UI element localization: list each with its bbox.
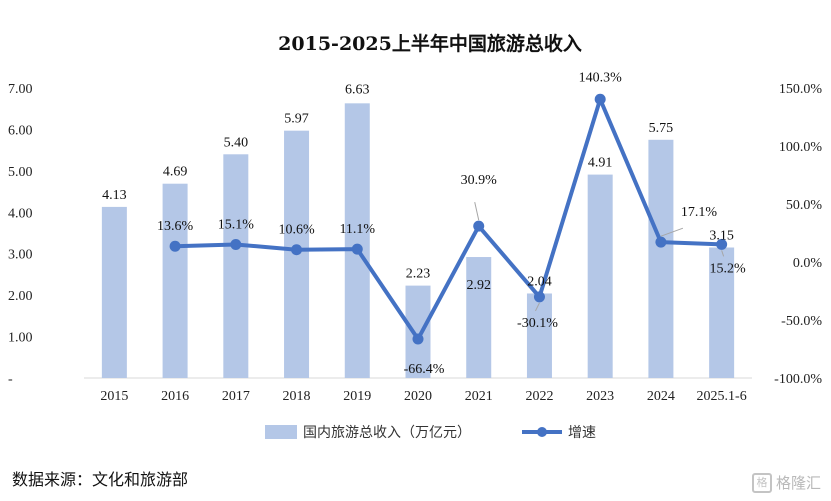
line-series bbox=[169, 93, 728, 345]
y-right-tick-label: 50.0% bbox=[786, 198, 823, 213]
bar-value-label: 2.04 bbox=[527, 274, 552, 289]
bar-value-label: 6.63 bbox=[345, 82, 370, 97]
x-tick-label: 2015 bbox=[100, 389, 128, 404]
watermark-logo-icon: 格 bbox=[751, 472, 772, 493]
bar bbox=[344, 103, 370, 378]
growth-value-label: 17.1% bbox=[681, 205, 718, 220]
bar bbox=[405, 285, 431, 378]
label-leader-line bbox=[660, 227, 684, 237]
bar bbox=[587, 174, 613, 378]
watermark-text: 格隆汇 bbox=[775, 474, 821, 492]
y-left-tick-label: - bbox=[8, 372, 13, 387]
label-leader-line bbox=[474, 202, 480, 221]
x-tick-label: 2018 bbox=[283, 389, 311, 404]
x-tick-label: 2020 bbox=[404, 389, 432, 404]
y-left-tick-label: 2.00 bbox=[8, 289, 33, 304]
bar bbox=[526, 293, 552, 378]
growth-point bbox=[291, 244, 303, 256]
growth-value-label: -66.4% bbox=[404, 362, 445, 377]
chart-title: 2015-2025上半年中国旅游总收入 bbox=[278, 32, 582, 55]
growth-point bbox=[716, 238, 728, 250]
x-tick-label: 2019 bbox=[343, 389, 371, 404]
x-tick-label: 2024 bbox=[647, 389, 675, 404]
x-tick-label: 2017 bbox=[222, 389, 250, 404]
growth-value-label: 140.3% bbox=[579, 70, 623, 85]
y-left-tick-label: 4.00 bbox=[8, 206, 33, 221]
growth-line bbox=[175, 97, 722, 342]
y-right-tick-label: -50.0% bbox=[781, 314, 822, 329]
growth-point bbox=[351, 243, 363, 255]
bar bbox=[101, 206, 127, 378]
bar-value-label: 2.92 bbox=[466, 278, 491, 293]
growth-point bbox=[594, 93, 606, 105]
bar-value-label: 4.13 bbox=[102, 188, 127, 203]
legend: 国内旅游总收入（万亿元） 增速 bbox=[265, 425, 596, 441]
legend-line-label: 增速 bbox=[568, 425, 596, 441]
growth-value-label: 15.1% bbox=[218, 217, 255, 232]
bar-value-label: 4.91 bbox=[588, 156, 613, 171]
bar bbox=[466, 257, 492, 378]
label-leader-line bbox=[535, 302, 540, 312]
y-left-tick-label: 7.00 bbox=[8, 82, 33, 97]
x-tick-label: 2025.1-6 bbox=[697, 389, 747, 404]
growth-value-label: 30.9% bbox=[461, 173, 498, 188]
growth-value-label: 10.6% bbox=[278, 223, 315, 238]
growth-value-label: 11.1% bbox=[339, 222, 375, 237]
growth-point bbox=[169, 240, 181, 252]
bar-value-label: 5.75 bbox=[649, 121, 674, 136]
bar-series bbox=[101, 103, 735, 378]
bar-value-label: 4.69 bbox=[163, 165, 188, 180]
chart: 2015-2025上半年中国旅游总收入 - 1.00 2.00 3.00 4.00 5.0… bbox=[8, 32, 822, 441]
label-leader-line bbox=[721, 250, 725, 257]
x-tick-label: 2021 bbox=[465, 389, 493, 404]
bar-value-label: 3.15 bbox=[709, 229, 734, 244]
data-labels: 4.13 4.69 5.40 5.97 6.63 2.23 2.92 2.04 4.91 5.75… bbox=[102, 70, 746, 377]
y-right-tick-label: 150.0% bbox=[779, 82, 823, 97]
legend-line-marker bbox=[537, 427, 547, 437]
growth-value-label: -30.1% bbox=[517, 316, 558, 331]
bar bbox=[162, 183, 188, 378]
x-tick-label: 2023 bbox=[586, 389, 614, 404]
y-right-tick-label: 0.0% bbox=[793, 256, 823, 271]
bar bbox=[709, 247, 735, 378]
legend-bar-swatch bbox=[265, 425, 297, 439]
growth-value-label: 15.2% bbox=[710, 261, 747, 276]
bar bbox=[223, 154, 249, 378]
bar-value-label: 5.97 bbox=[284, 112, 309, 127]
bar-value-label: 5.40 bbox=[224, 135, 249, 150]
y-left-tick-label: 6.00 bbox=[8, 123, 33, 138]
x-tick-label: 2022 bbox=[525, 389, 553, 404]
y-left-tick-label: 1.00 bbox=[8, 331, 33, 346]
growth-point bbox=[230, 238, 242, 250]
y-right-tick-label: 100.0% bbox=[779, 140, 823, 155]
bar-value-label: 2.23 bbox=[406, 267, 431, 282]
growth-point bbox=[473, 220, 485, 232]
legend-bar-label: 国内旅游总收入（万亿元） bbox=[303, 425, 471, 441]
y-right-tick-label: -100.0% bbox=[774, 372, 822, 387]
bar bbox=[648, 139, 674, 378]
growth-point bbox=[412, 333, 424, 345]
growth-value-label: 13.6% bbox=[157, 219, 194, 234]
growth-point bbox=[533, 291, 545, 303]
growth-point bbox=[655, 236, 667, 248]
x-tick-label: 2016 bbox=[161, 389, 189, 404]
y-left-tick-label: 5.00 bbox=[8, 165, 33, 180]
axes: - 1.00 2.00 3.00 4.00 5.00 6.00 7.00 -100.0% -50.… bbox=[8, 82, 822, 404]
source-note: 数据来源：文化和旅游部 bbox=[12, 470, 189, 489]
y-left-tick-label: 3.00 bbox=[8, 248, 33, 263]
watermark: 格 格隆汇 bbox=[751, 472, 821, 493]
